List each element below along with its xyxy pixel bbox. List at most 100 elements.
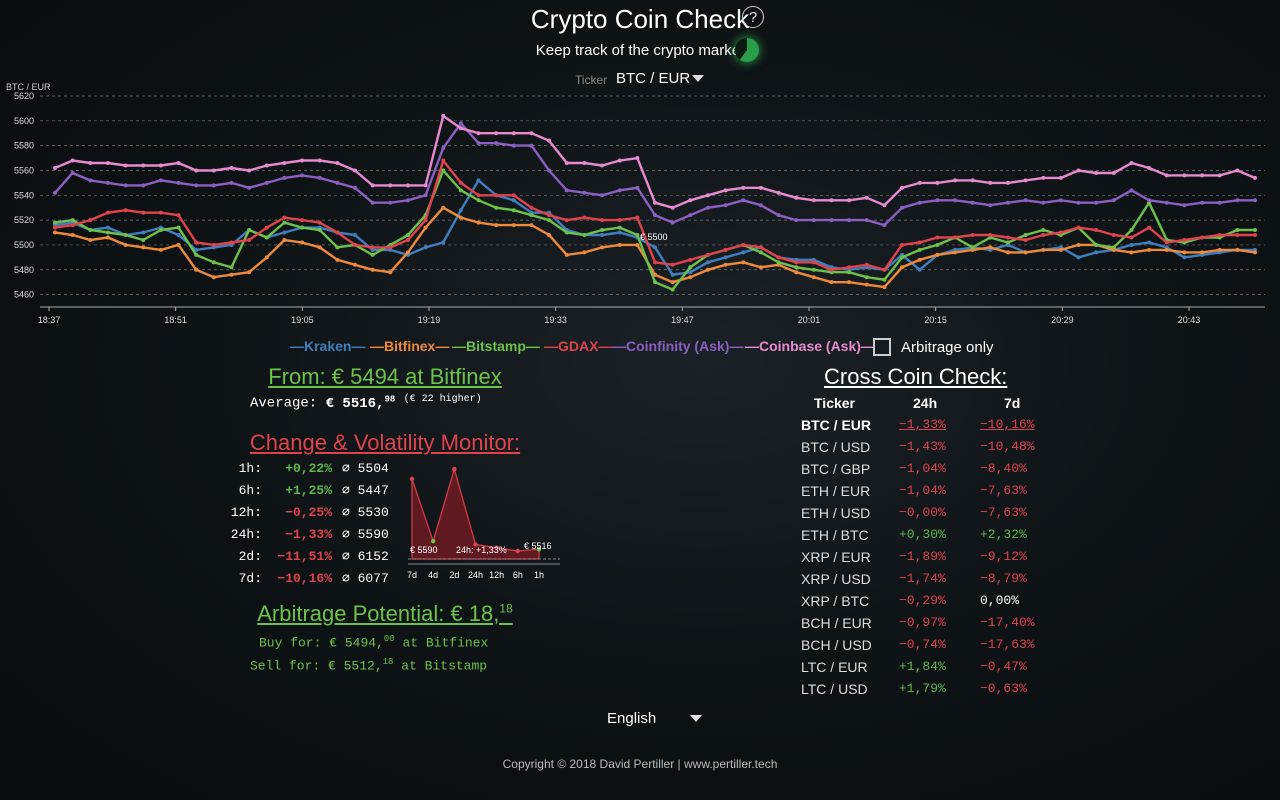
- ticker-link[interactable]: BTC / GBP: [801, 461, 871, 477]
- data-point: [141, 210, 146, 215]
- data-point: [141, 237, 146, 242]
- data-point: [1041, 247, 1046, 252]
- vol-label-mid: 24h: +1,33%: [456, 545, 507, 555]
- data-point: [405, 250, 410, 255]
- data-point: [653, 272, 657, 277]
- data-point: [864, 282, 869, 287]
- volatility-title: Change & Volatility Monitor:: [249, 430, 521, 455]
- volatility-change: +1,25%: [285, 483, 332, 498]
- data-point: [211, 242, 216, 247]
- change-24h: +1,79%: [899, 681, 946, 696]
- data-point: [1041, 233, 1046, 238]
- data-point: [441, 168, 446, 173]
- volatility-period: 2d:: [238, 549, 262, 564]
- average-value: € 5516,98: [325, 394, 396, 412]
- ticker-link[interactable]: BTC / USD: [801, 439, 871, 455]
- legend-item-gdax[interactable]: —GDAX—: [544, 338, 613, 354]
- arbitrage-title: Arbitrage Potential: € 18,18: [257, 601, 513, 626]
- col-header-7d: 7d: [1004, 395, 1021, 411]
- arbitrage-only-label: Arbitrage only: [901, 339, 994, 356]
- data-point: [935, 180, 940, 185]
- data-point: [194, 247, 199, 252]
- data-point: [847, 280, 852, 285]
- data-point: [547, 213, 552, 218]
- legend-item-kraken[interactable]: —Kraken—: [290, 338, 366, 354]
- data-point: [1005, 240, 1010, 245]
- data-point: [53, 230, 57, 235]
- arbitrage-only-checkbox[interactable]: [873, 338, 891, 356]
- ticker-link[interactable]: ETH / EUR: [801, 483, 871, 499]
- data-point: [282, 237, 287, 242]
- data-point: [194, 267, 199, 272]
- data-point: [882, 285, 887, 290]
- change-24h: +1,84%: [899, 659, 946, 674]
- data-point: [1253, 250, 1257, 255]
- data-point: [88, 178, 93, 183]
- data-point: [229, 180, 234, 185]
- data-point: [1111, 245, 1116, 250]
- data-point: [617, 225, 622, 230]
- vol-x-label: 4d: [428, 570, 438, 580]
- ticker-link[interactable]: BCH / USD: [801, 637, 872, 653]
- data-point: [1147, 247, 1152, 252]
- data-point: [688, 213, 693, 218]
- data-point: [476, 198, 481, 203]
- data-point: [211, 183, 216, 188]
- data-point: [1164, 200, 1169, 205]
- data-point: [1235, 168, 1240, 173]
- data-point: [1129, 250, 1134, 255]
- data-point: [1076, 168, 1081, 173]
- legend-item-coinfinity-ask[interactable]: —Coinfinity (Ask)—: [612, 338, 744, 354]
- ticker-link[interactable]: LTC / EUR: [801, 659, 868, 675]
- data-point: [688, 275, 693, 280]
- data-point: [388, 200, 393, 205]
- best-price-line: From: € 5494 at Bitfinex: [268, 364, 502, 389]
- y-tick-label: 5620: [14, 91, 34, 101]
- data-point: [741, 250, 746, 255]
- x-tick-label: 19:19: [418, 315, 441, 325]
- ticker-link[interactable]: XRP / BTC: [801, 593, 870, 609]
- data-point: [635, 185, 640, 190]
- sell-line: Sell for: € 5512,18 at Bitstamp: [250, 657, 488, 674]
- ticker-link[interactable]: ETH / BTC: [801, 527, 869, 543]
- y-tick-label: 5500: [14, 240, 34, 250]
- legend-item-bitfinex[interactable]: —Bitfinex—: [370, 338, 450, 354]
- data-point: [564, 161, 569, 166]
- data-point: [723, 247, 728, 252]
- ticker-link[interactable]: BCH / EUR: [801, 615, 872, 631]
- data-point: [1023, 250, 1028, 255]
- volatility-period: 24h:: [230, 527, 262, 542]
- data-point: [335, 180, 340, 185]
- chevron-down-icon[interactable]: [690, 715, 702, 722]
- data-point: [882, 203, 887, 208]
- data-point: [935, 235, 940, 240]
- vol-x-label: 2d: [449, 570, 459, 580]
- data-point: [794, 195, 799, 200]
- legend-item-coinbase-ask[interactable]: —Coinbase (Ask)—: [745, 338, 875, 354]
- language-select[interactable]: English: [607, 710, 657, 727]
- ticker-link[interactable]: BTC / EUR: [801, 417, 871, 433]
- data-point: [794, 218, 799, 223]
- ticker-link[interactable]: XRP / EUR: [801, 549, 871, 565]
- chevron-down-icon[interactable]: [692, 75, 704, 82]
- data-point: [317, 245, 322, 250]
- data-point: [1111, 198, 1116, 203]
- data-point: [458, 215, 463, 220]
- data-point: [1094, 200, 1099, 205]
- data-point: [123, 242, 128, 247]
- ticker-link[interactable]: LTC / USD: [801, 681, 868, 697]
- x-tick-label: 20:01: [798, 315, 821, 325]
- ticker-select[interactable]: BTC / EUR: [616, 70, 691, 87]
- vol-label-right: € 5516: [524, 541, 552, 551]
- data-point: [1200, 200, 1205, 205]
- ticker-link[interactable]: XRP / USD: [801, 571, 871, 587]
- data-point: [953, 198, 957, 203]
- data-point: [1164, 173, 1169, 178]
- y-tick-label: 5480: [14, 265, 34, 275]
- data-point: [511, 143, 516, 148]
- data-point: [511, 198, 516, 203]
- help-icon[interactable]: ?: [742, 6, 764, 28]
- data-point: [564, 188, 569, 193]
- ticker-link[interactable]: ETH / USD: [801, 505, 871, 521]
- legend-item-bitstamp[interactable]: —Bitstamp—: [452, 338, 540, 354]
